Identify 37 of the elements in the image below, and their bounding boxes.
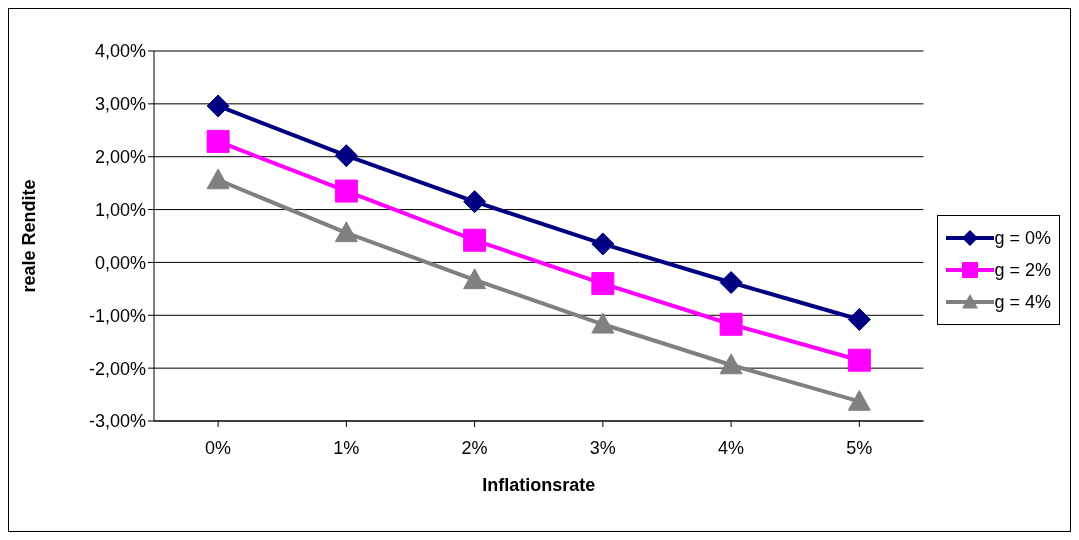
point xyxy=(206,129,230,153)
y-tick-label: -1,00% xyxy=(88,305,146,326)
point xyxy=(463,228,487,252)
x-tick-label: 3% xyxy=(589,437,616,458)
y-tick-label: -2,00% xyxy=(88,358,146,379)
point xyxy=(591,272,615,296)
x-tick-label: 1% xyxy=(333,437,360,458)
point xyxy=(463,190,487,214)
point xyxy=(334,179,358,203)
y-tick-label: 4,00% xyxy=(94,41,146,62)
x-axis-title: Inflationsrate xyxy=(482,475,596,495)
x-tick-label: 2% xyxy=(461,437,488,458)
x-tick-label: 4% xyxy=(718,437,745,458)
point xyxy=(591,312,615,334)
y-tick-label: 3,00% xyxy=(94,94,146,115)
point xyxy=(847,308,871,332)
x-tick-label: 5% xyxy=(846,437,873,458)
legend-label: g = 0% xyxy=(994,227,1051,249)
point xyxy=(334,221,358,243)
point xyxy=(847,348,871,372)
y-tick-label: 0,00% xyxy=(94,252,146,273)
point xyxy=(334,144,358,168)
y-tick-label: -3,00% xyxy=(88,411,146,432)
legend-label: g = 2% xyxy=(994,259,1051,281)
point xyxy=(463,268,487,290)
point xyxy=(719,353,743,375)
legend-label: g = 4% xyxy=(994,291,1051,313)
x-tick-label: 0% xyxy=(205,437,232,458)
point xyxy=(206,94,230,118)
point xyxy=(206,168,230,190)
point xyxy=(719,271,743,295)
point xyxy=(847,389,871,411)
y-axis-title: reale Rendite xyxy=(19,179,40,293)
y-tick-label: 2,00% xyxy=(94,147,146,168)
point xyxy=(719,312,743,336)
point xyxy=(591,232,615,256)
y-tick-label: 1,00% xyxy=(94,199,146,220)
